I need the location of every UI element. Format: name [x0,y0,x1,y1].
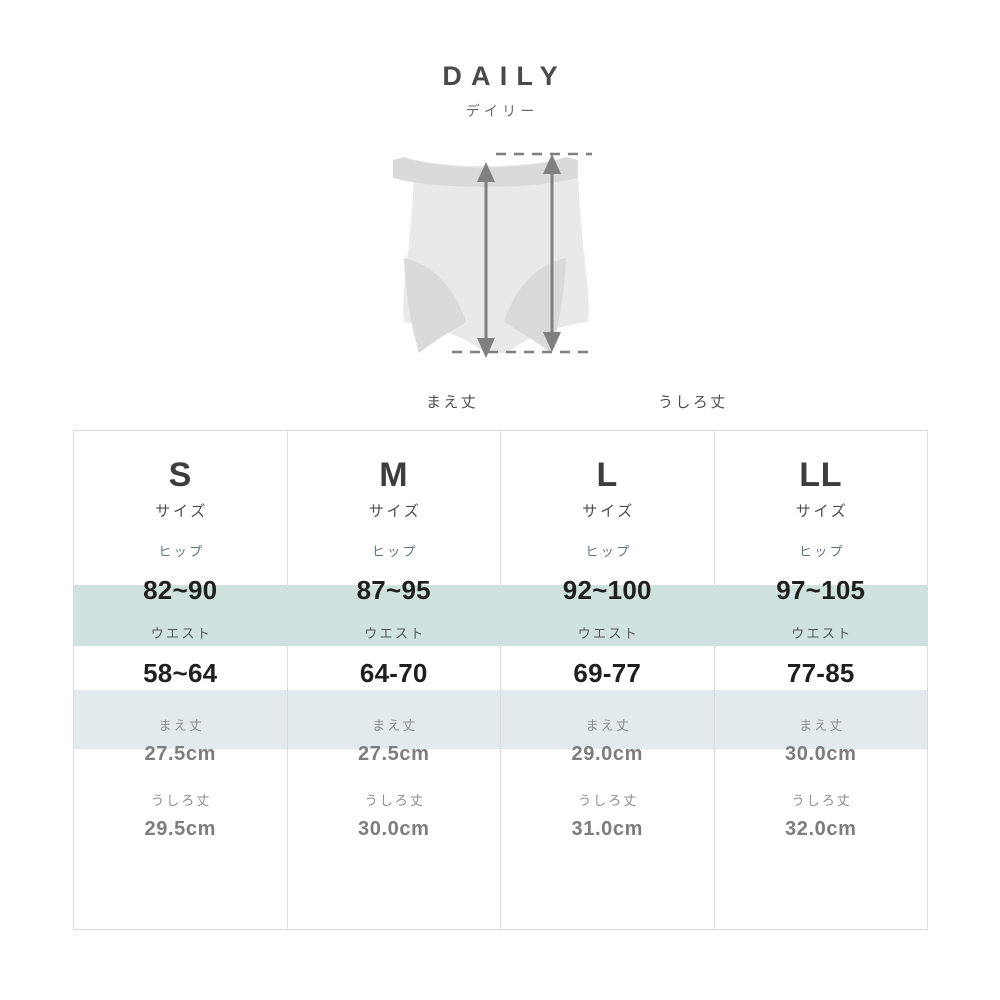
size-column-ll: LL サイズ ヒップ 97~105 ウエスト 77-85 まえ丈 30.0cm … [715,431,928,929]
garment-diagram: まえ丈 うしろ丈 [300,140,725,410]
back-length-label: うしろ丈 [364,793,425,808]
front-length-label: まえ丈 [799,718,845,733]
hip-value: 92~100 [562,575,652,605]
size-word: サイズ [368,503,422,520]
waist-label: ウエスト [791,626,853,641]
size-table: S サイズ ヒップ 82~90 ウエスト 58~64 まえ丈 27.5cm うし… [73,430,928,930]
diagram-back-length-label: うしろ丈 [658,394,728,411]
waist-label: ウエスト [577,626,640,641]
hip-label: ヒップ [798,544,845,559]
chart-header: DAILY デイリー [0,61,1000,119]
front-length-value: 27.5cm [358,743,430,765]
back-length-value: 32.0cm [785,818,857,840]
garment-left-leg-shade [404,258,466,353]
front-length-value: 30.0cm [785,743,857,765]
hip-label: ヒップ [158,544,205,559]
front-length-arrowhead-top [477,162,495,182]
waist-value: 58~64 [143,658,218,688]
front-length-label: まえ丈 [585,718,631,733]
hip-value: 82~90 [143,575,218,605]
back-length-value: 31.0cm [571,818,643,840]
size-word: サイズ [155,503,208,520]
waist-label: ウエスト [150,626,213,641]
front-length-value: 27.5cm [144,743,216,765]
back-length-label: うしろ丈 [578,793,639,808]
garment-illustration-svg [393,152,592,358]
size-letter: L [596,456,618,494]
front-length-label: まえ丈 [158,718,204,733]
hip-value: 97~105 [776,575,866,605]
size-letter: S [168,456,192,494]
waist-value: 69-77 [573,658,642,688]
back-length-value: 30.0cm [358,818,430,840]
waist-value: 77-85 [786,658,855,688]
size-column-s: S サイズ ヒップ 82~90 ウエスト 58~64 まえ丈 27.5cm うし… [74,431,288,929]
size-column-l: L サイズ ヒップ 92~100 ウエスト 69-77 まえ丈 29.0cm う… [501,431,715,929]
size-word: サイズ [795,503,849,520]
back-length-arrowhead-top [543,154,561,174]
back-length-label: うしろ丈 [151,793,212,808]
size-column-m: M サイズ ヒップ 87~95 ウエスト 64-70 まえ丈 27.5cm うし… [288,431,501,929]
size-letter: LL [799,456,843,494]
size-word: サイズ [582,503,635,520]
back-length-value: 29.5cm [144,818,216,840]
page-title: DAILY [442,61,567,91]
back-length-arrowhead-bottom [543,332,561,352]
front-length-arrowhead-bottom [477,338,495,358]
diagram-front-length-label: まえ丈 [426,394,479,411]
waist-label: ウエスト [364,626,426,641]
waist-value: 64-70 [359,658,428,688]
hip-label: ヒップ [585,544,632,559]
front-length-value: 29.0cm [571,743,643,765]
front-length-label: まえ丈 [372,718,418,733]
size-table-columns: S サイズ ヒップ 82~90 ウエスト 58~64 まえ丈 27.5cm うし… [74,431,927,929]
size-letter: M [379,456,409,494]
hip-value: 87~95 [356,575,431,605]
hip-label: ヒップ [371,544,418,559]
page-subtitle: デイリー [465,102,539,119]
back-length-label: うしろ丈 [791,793,852,808]
